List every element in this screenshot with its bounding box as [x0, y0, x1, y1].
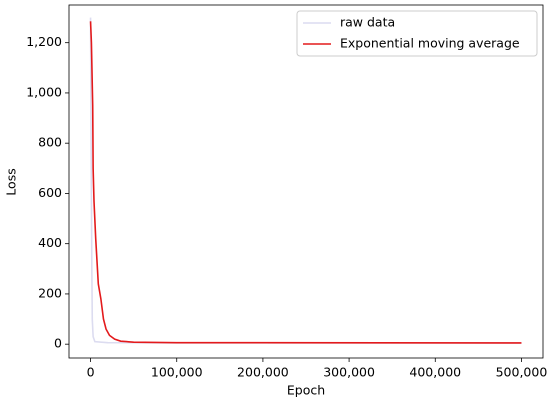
data-line — [89, 21, 522, 344]
y-tick-label: 400 — [38, 235, 62, 250]
legend-label: raw data — [340, 15, 395, 30]
data-line — [89, 17, 522, 344]
x-tick-label: 200,000 — [237, 365, 289, 380]
y-tick-label: 800 — [38, 135, 62, 150]
y-tick-label: 0 — [54, 336, 62, 351]
y-tick-label: 600 — [38, 185, 62, 200]
x-tick-label: 400,000 — [409, 365, 461, 380]
x-tick-label: 300,000 — [323, 365, 375, 380]
y-axis-label: Loss — [4, 168, 19, 195]
legend-box — [296, 10, 538, 57]
y-tick-label: 1,000 — [26, 84, 62, 99]
y-tick-label: 1,200 — [26, 34, 62, 49]
x-tick-label: 500,000 — [496, 365, 548, 380]
legend-label: Exponential moving average — [340, 36, 520, 51]
x-axis-label: Epoch — [287, 383, 325, 398]
x-tick-label: 0 — [87, 365, 95, 380]
y-tick-label: 200 — [38, 285, 62, 300]
x-tick-label: 100,000 — [151, 365, 203, 380]
axes-frame — [68, 4, 544, 359]
